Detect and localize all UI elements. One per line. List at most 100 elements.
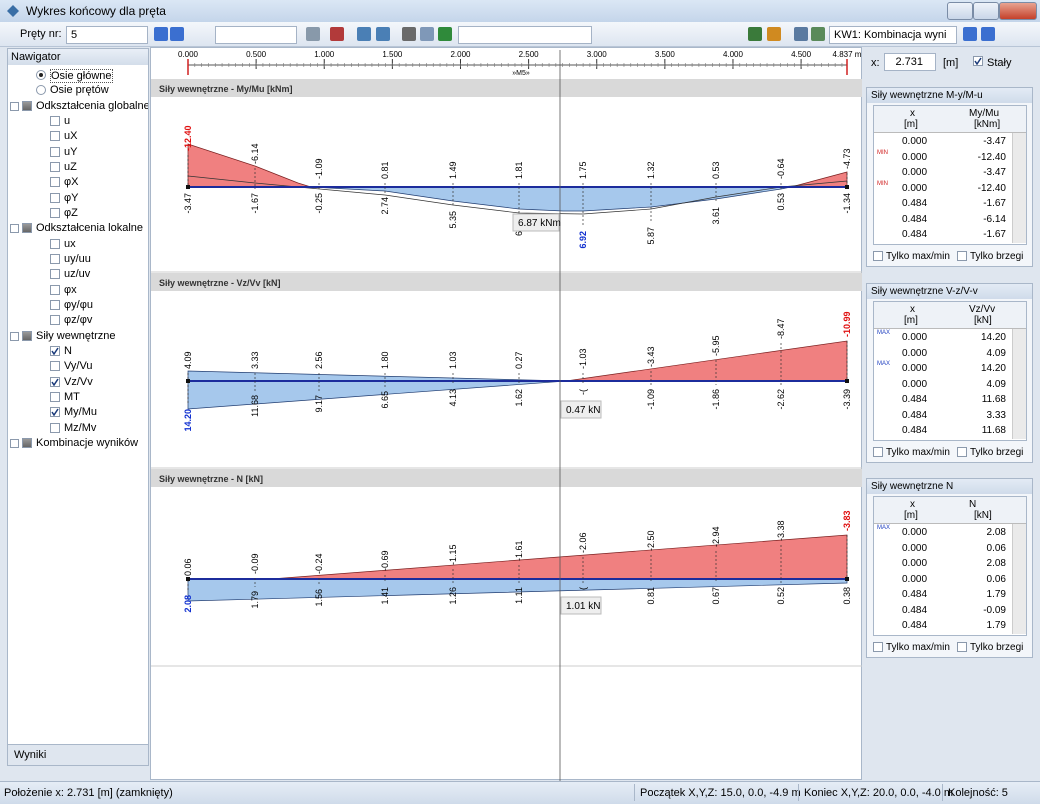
tree-item[interactable]: Siły wewnętrzne: [8, 329, 148, 344]
tree-item[interactable]: φy/φu: [8, 298, 148, 313]
save-button[interactable]: [420, 27, 434, 41]
tab[interactable]: Wyniki: [14, 749, 47, 761]
column-header: [kNm]: [974, 119, 1001, 130]
minimize-button[interactable]: [947, 2, 973, 20]
tree-item[interactable]: Vy/Vu: [8, 359, 148, 374]
combination-value: KW1: Kombinacja wyników: [834, 29, 946, 41]
checkbox: [22, 223, 32, 234]
checkbox: [957, 642, 967, 652]
checkbox: [50, 315, 60, 326]
status-bar: Położenie x: 2.731 [m] (zamknięty) Począt…: [0, 781, 1040, 804]
ruler-label: 4.500: [791, 50, 812, 59]
tree-item[interactable]: φY: [8, 191, 148, 206]
column-header: [m]: [904, 510, 918, 521]
tool-button[interactable]: [794, 27, 808, 41]
option[interactable]: Tylko max/min: [873, 249, 950, 262]
tool-button[interactable]: [767, 27, 781, 41]
tool-button[interactable]: [402, 27, 416, 41]
panel-title-bar: Siły wewnętrzne M-y/M-u: [867, 88, 1032, 103]
zoom-button[interactable]: [357, 27, 371, 41]
node: [845, 379, 849, 383]
tree-item[interactable]: My/Mu: [8, 405, 148, 420]
combination-combo[interactable]: KW1: Kombinacja wyników: [829, 26, 957, 44]
excel-button[interactable]: [438, 27, 452, 41]
node: [186, 185, 190, 189]
position-input[interactable]: 2.731: [884, 53, 936, 71]
tree-item[interactable]: φx: [8, 283, 148, 298]
tree-item[interactable]: Mz/Mv: [8, 421, 148, 436]
top-label: -3.83: [842, 510, 852, 531]
tree-item[interactable]: N: [8, 344, 148, 359]
tool-button[interactable]: [811, 27, 825, 41]
tree-item[interactable]: Odkształcenia lokalne: [8, 221, 148, 236]
tree-item[interactable]: ux: [8, 237, 148, 252]
node: [845, 577, 849, 581]
top-label: -2.94: [711, 526, 721, 547]
option-label: Tylko max/min: [886, 642, 950, 653]
tooltip: 6.87 kNm: [518, 218, 561, 229]
tooltip-box: [512, 213, 560, 232]
tree-label: φz/φv: [64, 314, 93, 327]
checkbox: [873, 251, 883, 261]
tree-item[interactable]: Odkształcenia globalne: [8, 99, 148, 114]
tree-item[interactable]: uz/uv: [8, 267, 148, 282]
tooltip: 1.01 kN: [566, 601, 600, 612]
tab-strip: Wyniki: [8, 744, 148, 765]
print-button[interactable]: [306, 27, 320, 41]
value-cell: 1.79: [986, 620, 1006, 631]
top-label: 3.33: [250, 351, 260, 369]
prev-button[interactable]: [154, 27, 168, 41]
option[interactable]: Tylko max/min: [873, 640, 950, 653]
top-label: 1.75: [578, 161, 588, 179]
option[interactable]: Tylko brzegi: [957, 249, 1023, 262]
tree-item[interactable]: φZ: [8, 206, 148, 221]
value-cell: 0.06: [986, 573, 1006, 585]
close-button[interactable]: [999, 2, 1037, 20]
tree-item[interactable]: uX: [8, 129, 148, 144]
diagrams: 0.000 0.500 1.000 1.500 2.000 2.500 3.000 3.500…: [151, 50, 863, 781]
tree-item[interactable]: uY: [8, 145, 148, 160]
top-label: 1.03: [448, 351, 458, 369]
maximize-button[interactable]: [973, 2, 999, 20]
tree-item[interactable]: Vz/Vv: [8, 375, 148, 390]
tree-item[interactable]: Osie główne: [8, 68, 148, 83]
right-pane: x: 2.731 [m] Stały Siły wewnętrzne M-y/M…: [862, 47, 1040, 780]
tree-item[interactable]: φX: [8, 175, 148, 190]
tree-label: uY: [64, 145, 78, 158]
fixed-checkbox[interactable]: [973, 56, 983, 66]
scrollbar: [1012, 329, 1026, 439]
ruler-label: 4.000: [723, 50, 744, 59]
zoom-button[interactable]: [376, 27, 390, 41]
tree-label: uz/uv: [64, 268, 91, 281]
x-cell: 0.000: [902, 527, 928, 538]
tooltip-box: [560, 400, 602, 419]
member-combo[interactable]: 5: [66, 26, 148, 44]
tree-label: Odkształcenia lokalne: [36, 222, 144, 235]
option[interactable]: Tylko max/min: [873, 445, 950, 458]
prev-button[interactable]: [963, 27, 977, 41]
fixed-label: Stały: [987, 57, 1012, 69]
tree-item[interactable]: uy/uu: [8, 252, 148, 267]
tree-item[interactable]: MT: [8, 390, 148, 405]
next-button[interactable]: [981, 27, 995, 41]
tree-label: ux: [64, 237, 76, 250]
row-marker: MAX: [877, 525, 891, 531]
combo[interactable]: [458, 26, 592, 44]
tree-item[interactable]: Osie prętów: [8, 83, 148, 98]
tree-item[interactable]: φz/φv: [8, 313, 148, 328]
value-cell: 14.20: [980, 332, 1006, 343]
x-cell: 0.484: [902, 213, 928, 225]
tool-button[interactable]: [748, 27, 762, 41]
top-label: 0.81: [380, 161, 390, 179]
option[interactable]: Tylko brzegi: [957, 445, 1023, 458]
combo[interactable]: [215, 26, 297, 44]
radio-dot: [39, 73, 43, 77]
tool-button[interactable]: [330, 27, 344, 41]
tree-item[interactable]: uZ: [8, 160, 148, 175]
position-value: 2.731: [895, 56, 923, 68]
top-label: -10.99: [842, 311, 852, 337]
option[interactable]: Tylko brzegi: [957, 640, 1023, 653]
tree-item[interactable]: u: [8, 114, 148, 129]
tree-item[interactable]: Kombinacje wyników: [8, 436, 148, 451]
next-button[interactable]: [170, 27, 184, 41]
